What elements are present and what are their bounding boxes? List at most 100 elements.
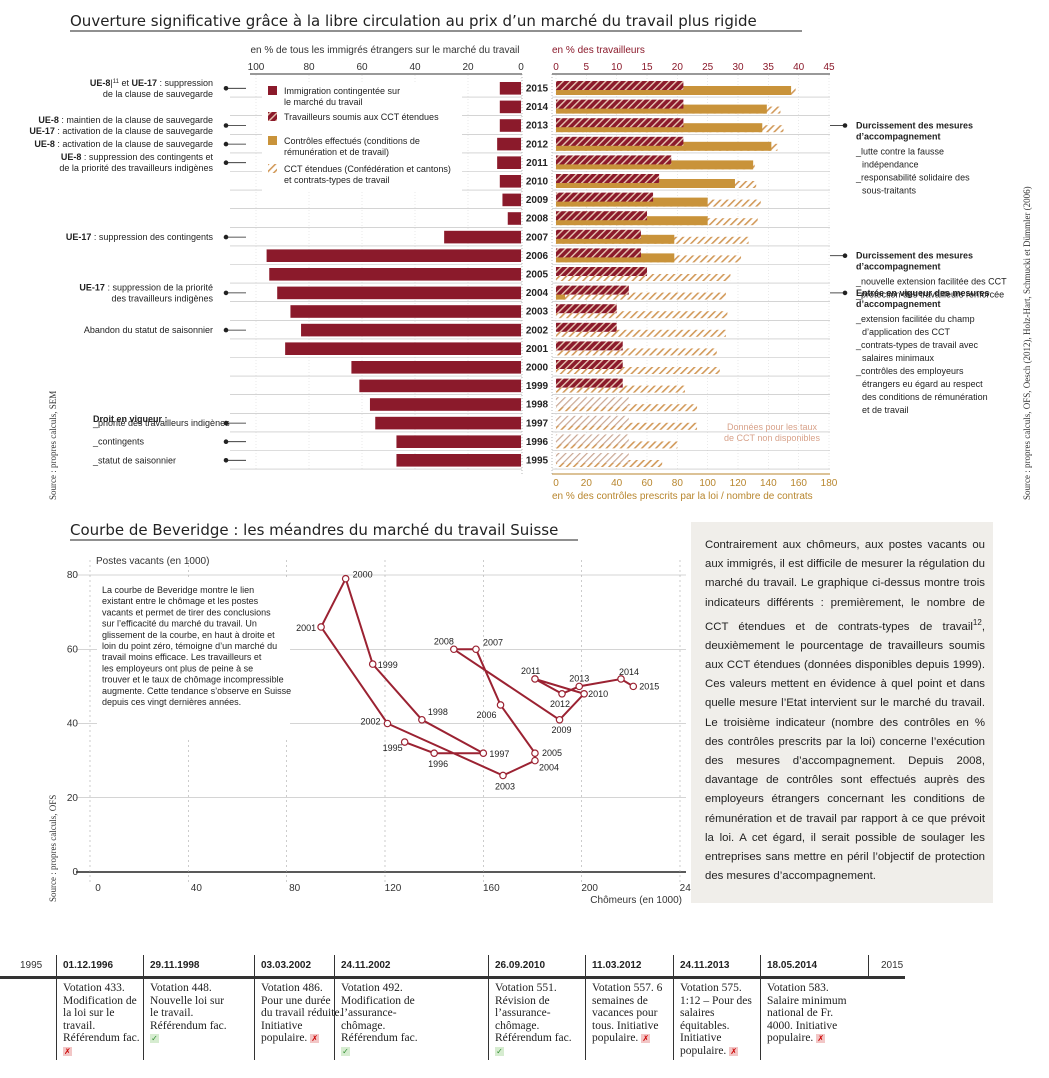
accepted-icon: ✓: [495, 1046, 504, 1056]
beveridge-source: Source : propres calculs, OFS: [48, 795, 58, 902]
bev-ytick: 0: [72, 867, 78, 878]
left-annotation-text: de la clause de sauvegarde: [103, 89, 213, 99]
bottom-chart-title: Courbe de Beveridge : les méandres du ma…: [70, 521, 558, 539]
no-data-bar: [556, 397, 629, 408]
legend-label: Immigration contingentée sur: [284, 86, 400, 96]
bev-point-label: 2015: [639, 681, 659, 691]
rejected-icon: ✗: [63, 1046, 72, 1056]
year-label: 2010: [526, 177, 549, 188]
left-axis-tick: 80: [303, 62, 315, 73]
workers-cct-bar: [556, 248, 641, 258]
no-data-note: Données pour les taux de CCT non disponib…: [724, 422, 820, 443]
cct-hatched-bar: [556, 422, 698, 430]
bev-ytick: 40: [67, 719, 79, 730]
year-label: 2003: [526, 307, 549, 318]
left-annotation-text: UE-8 : activation de la clause de sauveg…: [34, 139, 213, 149]
vote-text: Votation 551. Révision de l’assurance-ch…: [495, 982, 577, 1057]
right-top-axis-label: en % des travailleurs: [552, 45, 645, 56]
immigration-bar: [290, 305, 521, 318]
right-annotation-item: _nouvelle extension facilitée des CCT: [855, 277, 1007, 287]
cct-hatched-bar: [556, 348, 717, 356]
right-annotation-title: Durcissement des mesures: [856, 251, 973, 261]
annotation-part: de la clause de sauvegarde: [103, 89, 213, 99]
timeline-bar: [0, 976, 905, 979]
workers-cct-bar: [556, 229, 641, 239]
left-axis-tick: 100: [248, 62, 265, 73]
timeline-separator: [868, 955, 869, 977]
no-data-note-line: Données pour les taux: [727, 422, 818, 432]
bev-point-label: 2002: [360, 717, 380, 727]
annotation-part: |: [110, 78, 112, 88]
annotation-part: UE-17: [29, 126, 55, 136]
controls-bar: [556, 216, 708, 226]
bev-point-label: 2004: [539, 763, 559, 773]
workers-cct-bar: [556, 192, 654, 202]
bev-point-label: 2005: [542, 748, 562, 758]
right-annotation-title: d’accompagnement: [856, 132, 941, 142]
vote-date: 26.09.2010: [495, 960, 546, 971]
workers-cct-bar: [556, 285, 629, 295]
in-force-title: Droit en vigueur :: [93, 414, 168, 424]
rejected-icon: ✗: [641, 1034, 651, 1043]
left-axis-label: en % de tous les immigrés étrangers sur …: [250, 45, 519, 56]
immigration-bar: [301, 323, 521, 337]
bev-xtick: 160: [483, 883, 500, 894]
year-label: 1999: [526, 381, 549, 392]
right-annotation-item: sous-traitants: [862, 186, 917, 196]
top-left-source: Source : propres calculs, SEM: [48, 391, 58, 500]
right-annotation-item: _lutte contre la fausse: [855, 147, 944, 157]
vote-description: Votation 448. Nouvelle loi sur le travai…: [150, 982, 227, 1032]
annotation-part: et: [119, 78, 132, 88]
workers-cct-bar: [556, 267, 647, 276]
year-label: 2013: [526, 121, 549, 132]
rejected-icon: ✗: [729, 1046, 739, 1056]
immigration-bar: [359, 379, 521, 393]
immigration-bar: [266, 249, 521, 262]
right-bottom-axis-tick: 100: [699, 478, 716, 489]
timeline-separator: [673, 955, 674, 1060]
controls-bar: [556, 197, 708, 207]
left-annotation-text: UE-17 : activation de la clause de sauve…: [29, 126, 213, 136]
bev-point: [499, 771, 507, 780]
right-bottom-axis-label: en % des contrôles prescrits par la loi …: [552, 491, 813, 502]
right-top-axis-tick: 15: [641, 62, 653, 73]
right-annotation-item: des conditions de rémunération: [862, 392, 988, 402]
bev-point: [383, 719, 392, 728]
right-annotation-item: étrangers eu égard au respect: [862, 379, 983, 389]
right-top-axis-tick: 40: [793, 62, 805, 73]
timeline-start-year: 1995: [20, 960, 43, 971]
year-label: 2011: [526, 158, 548, 169]
right-bottom-axis-tick: 0: [553, 478, 559, 489]
timeline-separator: [143, 955, 144, 1060]
right-bottom-axis-tick: 60: [641, 478, 653, 489]
right-top-axis-tick: 45: [823, 62, 835, 73]
vote-text: Votation 486. Pour une durée du travail …: [261, 982, 343, 1045]
annotation-part: UE-8: [61, 152, 82, 162]
timeline-end-year: 2015: [881, 960, 904, 971]
immigration-bar: [444, 230, 521, 244]
cct-hatched-bar: [556, 274, 731, 281]
vote-date: 11.03.2012: [592, 960, 642, 971]
annotation-dot: [842, 290, 848, 296]
vote-date: 03.03.2002: [261, 960, 312, 971]
vote-text: Votation 492. Modification de l’assuranc…: [341, 982, 423, 1057]
top-chart-title: Ouverture significative grâce à la libre…: [70, 12, 757, 30]
legend-label: et contrats-types de travail: [284, 175, 390, 185]
vote-date: 29.11.1998: [150, 960, 200, 971]
vote-description: Votation 486. Pour une durée du travail …: [261, 982, 343, 1044]
year-label: 2014: [526, 102, 549, 113]
controls-bar: [556, 234, 675, 244]
year-label: 1995: [526, 456, 549, 467]
right-top-axis-tick: 5: [584, 62, 590, 73]
immigration-bar: [369, 398, 521, 411]
timeline-separator: [585, 955, 586, 1060]
timeline-separator: [56, 955, 57, 1060]
immigration-bar: [285, 342, 521, 355]
votes-timeline: 1995 2015 01.12.1996 Votation 433. Modifica…: [0, 955, 1049, 1078]
vote-text: Votation 448. Nouvelle loi sur le travai…: [150, 982, 232, 1045]
year-label: 2004: [526, 288, 549, 299]
vote-description: Votation 583. Salaire minimum national d…: [767, 982, 847, 1044]
bev-note-line: sur l’efficacité du marché du travail. U…: [102, 619, 257, 629]
annotation-part: de la priorité des travailleurs indigène…: [59, 163, 213, 173]
